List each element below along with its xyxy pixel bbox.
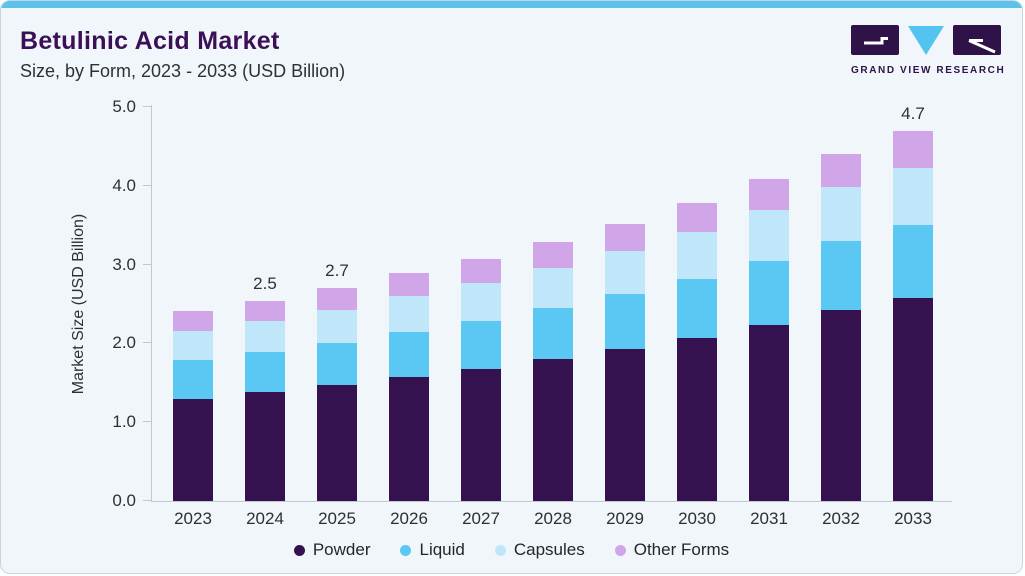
accent-bar (1, 1, 1022, 8)
x-axis-label-2026: 2026 (390, 509, 428, 528)
bar-segment-other-forms-2025 (317, 288, 357, 310)
legend-label: Liquid (419, 540, 465, 559)
bar-segment-capsules-2029 (605, 251, 645, 294)
legend: Powder Liquid Capsules Other Forms (1, 540, 1022, 560)
y-tick (143, 263, 151, 265)
y-tick-label: 5.0 (112, 97, 136, 116)
bar-segment-other-forms-2032 (821, 154, 861, 188)
bar-segment-powder-2031 (749, 324, 789, 501)
y-tick-label: 0.0 (112, 491, 136, 510)
logo-mark-icon (851, 25, 1001, 55)
bar-segment-liquid-2029 (605, 293, 645, 349)
bar-segment-liquid-2024 (245, 352, 285, 393)
bar-segment-powder-2033 (893, 297, 933, 501)
x-axis-label-2025: 2025 (318, 509, 356, 528)
y-tick-label: 2.0 (112, 333, 136, 353)
x-axis-label-2033: 2033 (894, 509, 932, 528)
page-subtitle: Size, by Form, 2023 - 2033 (USD Billion) (20, 61, 346, 81)
legend-label: Powder (312, 540, 371, 559)
bar-total-label-2025: 2.7 (325, 261, 349, 281)
bar-segment-powder-2029 (605, 348, 645, 501)
legend-item-other-forms: Other Forms (614, 540, 730, 560)
legend-label: Capsules (513, 540, 585, 559)
bar-total-label-2033: 4.7 (901, 103, 925, 123)
x-axis-label-2032: 2032 (822, 509, 860, 528)
bar-segment-other-forms-2028 (533, 241, 573, 268)
page-title: Betulinic Acid Market (20, 27, 280, 55)
bar-segment-liquid-2031 (749, 261, 789, 325)
y-axis (151, 105, 152, 502)
x-axis-label-2028: 2028 (534, 509, 572, 528)
bar-segment-capsules-2032 (821, 187, 861, 241)
bar-segment-capsules-2023 (173, 330, 213, 360)
x-axis-label-2031: 2031 (750, 509, 788, 528)
bar-segment-liquid-2027 (461, 320, 501, 369)
bar-segment-capsules-2030 (677, 232, 717, 279)
y-tick (143, 106, 151, 107)
bar-segment-capsules-2033 (893, 167, 933, 226)
bar-segment-liquid-2033 (893, 225, 933, 298)
legend-item-capsules: Capsules (494, 540, 585, 560)
y-tick (143, 500, 151, 501)
bar-segment-liquid-2023 (173, 359, 213, 399)
bar-segment-powder-2030 (677, 337, 717, 501)
x-axis-label-2030: 2030 (678, 509, 716, 528)
bar-segment-capsules-2024 (245, 321, 285, 353)
legend-marker-icon (293, 544, 305, 556)
bar-segment-powder-2032 (821, 310, 861, 501)
bar-segment-other-forms-2027 (461, 259, 501, 283)
bar-segment-capsules-2025 (317, 309, 357, 343)
x-axis-label-2023: 2023 (174, 509, 212, 528)
bar-segment-powder-2026 (389, 377, 429, 501)
bar-segment-capsules-2026 (389, 296, 429, 332)
bar-segment-powder-2024 (245, 392, 285, 501)
bar-segment-capsules-2028 (533, 267, 573, 308)
bar-segment-other-forms-2024 (245, 300, 285, 322)
bar-segment-other-forms-2030 (677, 203, 717, 233)
x-axis-label-2029: 2029 (606, 509, 644, 528)
bar-segment-powder-2028 (533, 359, 573, 501)
bar-segment-liquid-2030 (677, 278, 717, 338)
x-axis-label-2024: 2024 (246, 509, 284, 528)
bar-total-label-2024: 2.5 (253, 273, 277, 293)
gvr-logo: GRAND VIEW RESEARCH (851, 25, 1006, 76)
legend-label: Other Forms (633, 540, 730, 559)
y-tick (143, 421, 151, 423)
bar-segment-liquid-2028 (533, 307, 573, 360)
x-axis-label-2027: 2027 (462, 509, 500, 528)
legend-item-powder: Powder (293, 540, 371, 560)
y-tick-label: 1.0 (112, 412, 136, 432)
legend-item-liquid: Liquid (400, 540, 465, 560)
bar-segment-liquid-2026 (389, 331, 429, 378)
legend-marker-icon (614, 544, 626, 556)
plot-area: 0.0 1.0 2.0 3.0 4.0 5.0 2023 2.5 2024 2.7 2025 2026… (112, 98, 952, 528)
bar-segment-powder-2027 (461, 368, 501, 501)
y-axis-title: Market Size (USD Billion) (70, 213, 87, 395)
y-tick-label: 3.0 (112, 254, 136, 274)
bar-segment-other-forms-2031 (749, 178, 789, 211)
bar-segment-liquid-2025 (317, 342, 357, 386)
bar-segment-other-forms-2033 (893, 130, 933, 168)
y-tick (143, 342, 151, 344)
y-tick-label: 4.0 (112, 175, 136, 195)
legend-marker-icon (400, 544, 412, 556)
bar-segment-powder-2023 (173, 398, 213, 501)
bar-segment-liquid-2032 (821, 240, 861, 311)
bar-segment-capsules-2031 (749, 210, 789, 262)
bar-segment-powder-2025 (317, 385, 357, 501)
bar-segment-other-forms-2023 (173, 311, 213, 331)
logo-text: GRAND VIEW RESEARCH (851, 65, 1006, 76)
y-tick (143, 184, 151, 186)
bar-segment-other-forms-2029 (605, 223, 645, 252)
bar-segment-other-forms-2026 (389, 273, 429, 297)
legend-marker-icon (494, 544, 506, 556)
x-axis (151, 501, 952, 502)
bar-segment-capsules-2027 (461, 282, 501, 321)
